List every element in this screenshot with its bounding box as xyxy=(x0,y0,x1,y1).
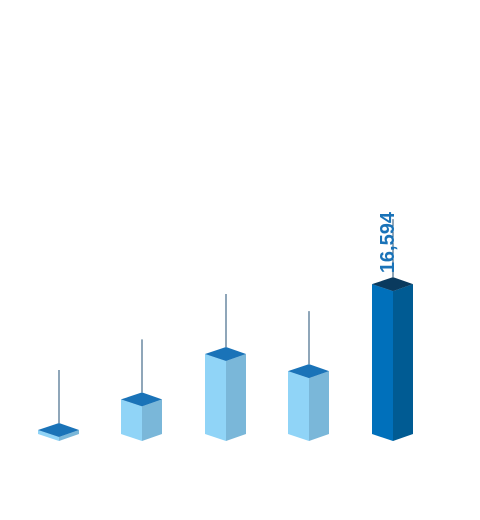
bar-front-5 xyxy=(372,284,393,441)
bar-side-1 xyxy=(59,430,79,441)
bar-front-1 xyxy=(38,430,59,441)
bar-front-4 xyxy=(288,371,309,441)
bar-top-3 xyxy=(205,347,246,362)
bar-side-2 xyxy=(142,399,162,441)
data-label-5: 16,594 xyxy=(377,211,399,273)
bar-front-2 xyxy=(121,399,142,441)
bar-2 xyxy=(121,339,162,441)
bar-side-4 xyxy=(309,371,329,441)
bar-1 xyxy=(38,370,79,441)
bar-3 xyxy=(205,294,246,441)
bar-5 xyxy=(372,219,413,441)
bar-top-1 xyxy=(38,423,79,437)
bar-top-5 xyxy=(372,277,413,292)
bar-4 xyxy=(288,311,329,441)
bar-front-3 xyxy=(205,354,226,441)
bar-top-2 xyxy=(121,392,162,407)
bar-top-4 xyxy=(288,364,329,379)
bar-side-3 xyxy=(226,354,246,441)
bar-side-5 xyxy=(393,284,413,441)
